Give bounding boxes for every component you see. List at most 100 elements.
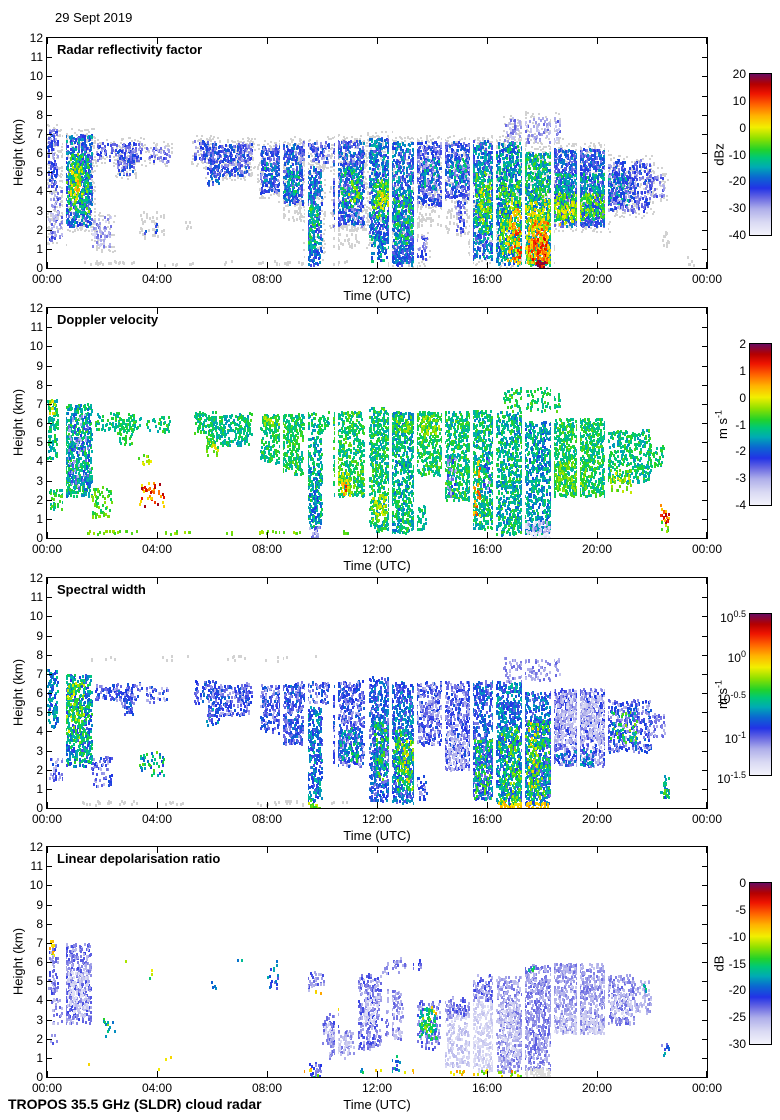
x-tick-label: 08:00 (251, 272, 283, 286)
x-tick-label: 08:00 (251, 1081, 283, 1095)
y-tick-label: 2 (36, 492, 43, 507)
x-tick-label: 04:00 (141, 812, 173, 826)
figure-caption: TROPOS 35.5 GHz (SLDR) cloud radar (8, 1096, 262, 1112)
y-tick-label: 8 (36, 107, 43, 122)
y-tick-label: 5 (36, 165, 43, 180)
y-tick-label: 3 (36, 203, 43, 218)
x-tick-label: 00:00 (691, 272, 723, 286)
y-tick-label: 6 (36, 686, 43, 700)
y-tick-label: 1 (36, 511, 43, 526)
x-tick-label: 12:00 (361, 272, 393, 286)
x-tick-label: 08:00 (251, 812, 283, 826)
y-tick-label: 10 (29, 69, 43, 84)
y-tick-label: 9 (36, 88, 43, 103)
plot-area-panel-4 (46, 846, 708, 1078)
y-tick-label: 12 (29, 31, 43, 45)
y-axis-label: Height (km) (10, 927, 26, 996)
x-tick-label: 00:00 (31, 812, 63, 826)
y-tick-label: 8 (36, 377, 43, 392)
y-tick-label: 10 (29, 609, 43, 624)
x-tick-label: 04:00 (141, 272, 173, 286)
y-tick-label: 3 (36, 473, 43, 488)
y-tick-label: 4 (36, 724, 43, 739)
y-tick-label: 7 (36, 396, 43, 411)
y-tick-label: 2 (36, 762, 43, 777)
y-tick-label: 5 (36, 435, 43, 450)
y-tick-label: 5 (36, 974, 43, 989)
colorbar-tick-label: -15 (728, 956, 746, 971)
colorbar-tick-label: -25 (728, 1010, 746, 1025)
colorbar-unit-label: dB (711, 955, 727, 971)
plot-area-panel-2 (46, 307, 708, 539)
panel-title: Radar reflectivity factor (57, 42, 203, 57)
colorbar-tick-label: -2 (735, 444, 746, 459)
y-tick-label: 4 (36, 454, 43, 469)
y-tick-label: 8 (36, 916, 43, 931)
x-axis-label: Time (UTC) (343, 558, 411, 573)
y-tick-label: 12 (29, 301, 43, 315)
colorbar-tick-label: 10-0.5 (717, 689, 746, 706)
x-tick-label: 16:00 (471, 542, 503, 556)
colorbar-tick-label: 100.5 (720, 609, 746, 625)
panel-title: Doppler velocity (57, 312, 159, 327)
y-axis-label: Height (km) (10, 388, 26, 457)
y-tick-label: 0 (36, 1070, 43, 1084)
heatmap-canvas-panel-2 (47, 308, 707, 538)
plot-area-panel-3 (46, 577, 708, 809)
x-tick-label: 00:00 (691, 542, 723, 556)
y-axis-label: Height (km) (10, 658, 26, 727)
y-tick-label: 12 (29, 571, 43, 585)
colorbar-tick-label: 10 (732, 93, 746, 108)
y-tick-label: 11 (30, 590, 43, 605)
colorbar-tick-label: -10 (728, 929, 746, 944)
colorbar-panel-1 (749, 73, 772, 236)
colorbar-tick-label: -1 (735, 417, 746, 432)
colorbar-tick-label: 10-1 (724, 729, 746, 746)
heatmap-canvas-panel-1 (47, 38, 707, 268)
colorbar-tick-label: -30 (728, 1037, 746, 1051)
y-tick-label: 0 (36, 801, 43, 815)
y-tick-label: 0 (36, 261, 43, 275)
y-tick-label: 10 (29, 339, 43, 354)
x-tick-label: 20:00 (581, 272, 613, 286)
colorbar-tick-label: -40 (728, 228, 746, 242)
y-tick-label: 10 (29, 878, 43, 893)
y-tick-label: 8 (36, 647, 43, 662)
x-tick-label: 04:00 (141, 1081, 173, 1095)
colorbar-tick-label: 20 (732, 67, 746, 81)
y-tick-label: 9 (36, 358, 43, 373)
x-tick-label: 00:00 (691, 812, 723, 826)
panel-title: Linear depolarisation ratio (57, 851, 221, 866)
x-tick-label: 20:00 (581, 542, 613, 556)
y-tick-label: 12 (29, 840, 43, 854)
x-tick-label: 12:00 (361, 1081, 393, 1095)
y-tick-label: 11 (30, 859, 43, 874)
colorbar-unit-label: m s-1 (713, 679, 730, 709)
colorbar-tick-label: -4 (735, 498, 746, 512)
y-tick-label: 6 (36, 955, 43, 969)
colorbar-tick-label: 100 (727, 649, 746, 666)
x-tick-label: 20:00 (581, 812, 613, 826)
y-tick-label: 11 (30, 320, 43, 335)
y-tick-label: 1 (36, 241, 43, 256)
x-axis-label: Time (UTC) (343, 828, 411, 843)
colorbar-tick-label: -30 (728, 201, 746, 216)
colorbar-tick-label: 10-1.5 (717, 770, 746, 786)
y-tick-label: 4 (36, 184, 43, 199)
x-tick-label: 00:00 (31, 542, 63, 556)
x-tick-label: 12:00 (361, 542, 393, 556)
y-tick-label: 7 (36, 666, 43, 681)
y-axis-label: Height (km) (10, 118, 26, 187)
colorbar-unit-label: dBz (711, 142, 727, 166)
y-tick-label: 2 (36, 1031, 43, 1046)
colorbar-panel-2 (749, 343, 772, 506)
x-axis-label: Time (UTC) (343, 1097, 411, 1112)
y-tick-label: 2 (36, 222, 43, 237)
x-tick-label: 00:00 (691, 1081, 723, 1095)
y-tick-label: 5 (36, 705, 43, 720)
colorbar-tick-label: 0 (739, 390, 746, 405)
colorbar-tick-label: 0 (739, 876, 746, 890)
colorbar-tick-label: -20 (728, 174, 746, 189)
colorbar-tick-label: -3 (735, 471, 746, 486)
